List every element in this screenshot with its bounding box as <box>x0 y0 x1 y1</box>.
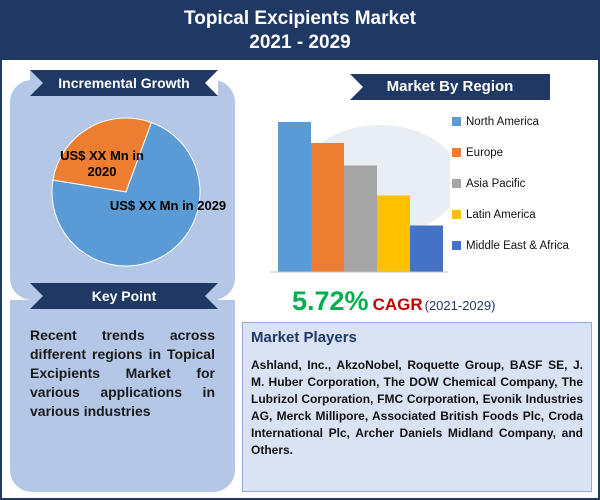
pie-slice-1 <box>51 121 201 267</box>
pie-slice-0 <box>52 117 153 193</box>
incremental-pie-chart <box>51 117 201 267</box>
title-line2: 2021 - 2029 <box>249 32 351 53</box>
market-by-region-banner: Market By Region <box>350 74 550 100</box>
pie-label-2020: US$ XX Mn in 2020 <box>60 148 144 179</box>
key-point-text: Recent trends across different regions i… <box>30 327 215 419</box>
header: Topical Excipients Market 2021 - 2029 <box>2 2 598 60</box>
key-point-heading: Key Point <box>91 288 157 304</box>
key-point-banner: Key Point <box>30 283 218 309</box>
legend-label: North America <box>466 116 539 128</box>
title-line1: Topical Excipients Market <box>184 8 416 29</box>
banner-notch <box>30 283 43 309</box>
cagr-years: (2021-2029) <box>424 298 496 313</box>
key-point-panel <box>10 300 235 492</box>
banner-notch <box>205 283 218 309</box>
legend-swatch <box>452 179 461 188</box>
legend-swatch <box>452 117 461 126</box>
bar-europe <box>311 143 344 272</box>
market-players-text: Ashland, Inc., AkzoNobel, Roquette Group… <box>251 358 583 457</box>
banner-notch <box>350 74 363 100</box>
legend-label: Middle East & Africa <box>466 240 569 252</box>
banner-notch <box>205 70 218 96</box>
cagr-value: 5.72% <box>292 286 369 316</box>
incremental-growth-banner: Incremental Growth <box>30 70 218 96</box>
market-by-region-heading: Market By Region <box>386 78 514 95</box>
bar-latin-america <box>377 195 410 272</box>
legend-item: Middle East & Africa <box>452 238 569 254</box>
incremental-growth-heading: Incremental Growth <box>58 75 190 91</box>
legend-item: North America <box>452 114 539 130</box>
banner-notch <box>30 70 43 96</box>
legend-label: Asia Pacific <box>466 178 526 190</box>
cagr-readout: 5.72% CAGR (2021-2029) <box>292 286 592 322</box>
bar-north-america <box>278 122 311 272</box>
bar-asia-pacific <box>344 165 377 272</box>
cagr-label: CAGR <box>372 295 423 314</box>
market-players-box: Market Players Ashland, Inc., AkzoNobel,… <box>242 322 592 492</box>
legend-label: Latin America <box>466 209 536 221</box>
pie-label-2029: US$ XX Mn in 2029 <box>109 198 227 213</box>
legend-swatch <box>452 148 461 157</box>
region-bar-chart <box>270 122 450 273</box>
market-players-heading: Market Players <box>251 329 357 346</box>
legend-item: Europe <box>452 145 503 161</box>
legend-item: Asia Pacific <box>452 176 525 192</box>
legend-swatch <box>452 210 461 219</box>
bar-middle-east-africa <box>410 225 443 272</box>
legend-swatch <box>452 241 461 250</box>
legend-item: Latin America <box>452 207 536 223</box>
legend-label: Europe <box>466 147 504 159</box>
